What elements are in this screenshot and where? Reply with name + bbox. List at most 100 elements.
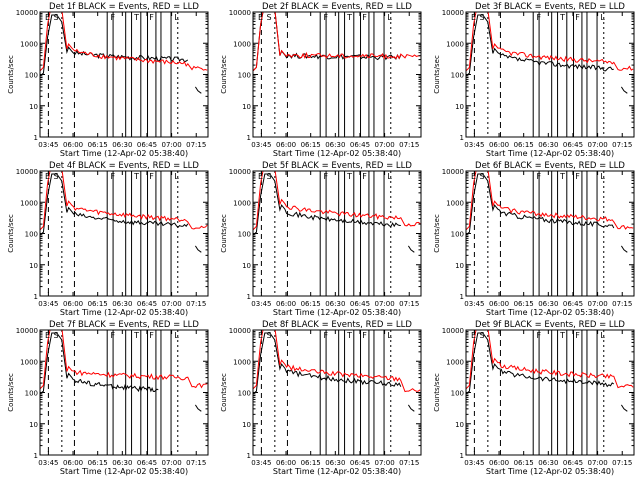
x-tick-label: 07:15 [186,141,206,149]
annotation-letter: F [575,13,580,22]
plot-frame [465,170,635,297]
x-tick-label: 07:15 [399,141,419,149]
y-tick-label: 100 [451,231,464,239]
y-tick-label: 100 [451,72,464,80]
plot-area [253,171,421,296]
annotation-letter: T [346,172,352,181]
y-tick-label: 1 [460,293,464,301]
series-events-tail [620,86,628,94]
y-tick-label: 10 [242,262,251,270]
x-tick-label: 06:30 [538,459,558,467]
y-tick-label: 10 [455,262,464,270]
annotation-letter: E [45,331,50,340]
x-tick-label: 06:15 [88,300,108,308]
annotation-letter: L [387,172,392,181]
plot-area [40,171,208,296]
x-axis-label: Start Time (12-Apr-02 05:38:40) [60,467,188,476]
x-tick-label: 03:45 [38,141,58,149]
x-tick-label: 07:15 [612,300,632,308]
series-events-tail [620,404,628,412]
annotation-letter: F [149,331,154,340]
x-axis-label: Start Time (12-Apr-02 05:38:40) [273,149,401,158]
x-tick-label: 06:30 [325,300,345,308]
annotation-letter: S [479,13,484,22]
y-tick-label: 10 [29,103,38,111]
annotation-letter: T [133,13,139,22]
series-events-tail [194,86,202,94]
plot-area [466,330,634,455]
series-events-line [466,14,614,77]
y-tick-label: 10 [29,262,38,270]
plot-frame [252,329,422,456]
x-tick-label: 06:30 [538,141,558,149]
y-tick-label: 100 [451,390,464,398]
x-tick-label: 06:15 [514,459,534,467]
plot-frame [39,11,209,138]
y-tick-label: 1 [460,134,464,142]
plot-frame [39,170,209,297]
annotation-letter: S [479,172,484,181]
x-tick-label: 06:30 [112,300,132,308]
x-tick-label: 07:15 [612,141,632,149]
series-events-line [253,173,401,236]
x-tick-label: 03:45 [464,141,484,149]
series-events-tail [407,404,415,412]
series-lld-line [40,330,208,390]
y-tick-label: 10000 [442,9,464,17]
x-tick-label: 07:00 [588,300,608,308]
x-tick-label: 03:45 [38,300,58,308]
x-tick-label: 06:30 [538,300,558,308]
x-tick-label: 07:15 [399,459,419,467]
series-events-tail [620,245,628,253]
series-events-tail [407,245,415,253]
x-tick-label: 06:00 [276,459,296,467]
annotation-letter: L [174,13,179,22]
x-axis-label: Start Time (12-Apr-02 05:38:40) [486,149,614,158]
annotation-letter: E [45,13,50,22]
y-tick-label: 1 [34,293,38,301]
y-axis-label: Counts/sec [220,373,228,412]
x-tick-label: 06:30 [325,141,345,149]
series-lld-line [253,330,421,393]
annotation-letter: S [53,331,58,340]
x-tick-label: 06:45 [350,300,370,308]
annotation-letter: F [324,13,329,22]
panel-title: Det 5f BLACK = Events, RED = LLD [262,161,412,171]
annotation-letter: F [111,331,116,340]
panel-title: Det 1f BLACK = Events, RED = LLD [49,2,199,12]
x-tick-label: 06:00 [489,459,509,467]
annotation-letter: T [346,13,352,22]
annotation-letter: F [362,13,367,22]
y-tick-label: 10000 [16,168,38,176]
annotation-letter: E [258,331,263,340]
y-tick-label: 1000 [233,358,251,366]
annotation-letter: L [600,13,605,22]
x-tick-label: 06:45 [137,141,157,149]
series-events-line [466,332,615,395]
plot-frame [465,11,635,138]
y-tick-label: 10 [242,103,251,111]
x-axis-label: Start Time (12-Apr-02 05:38:40) [60,308,188,317]
series-events-tail [194,404,202,412]
y-axis-label: Counts/sec [220,214,228,253]
y-tick-label: 1000 [446,199,464,207]
x-axis-label: Start Time (12-Apr-02 05:38:40) [60,149,188,158]
x-tick-label: 06:00 [276,300,296,308]
annotation-letter: F [362,331,367,340]
y-axis-label: Counts/sec [433,214,441,253]
x-tick-label: 07:00 [162,141,182,149]
x-tick-label: 03:45 [251,300,271,308]
annotation-letter: L [387,331,392,340]
plot-area [253,330,421,455]
annotation-letter: L [174,331,179,340]
annotation-letter: F [537,331,542,340]
panel-title: Det 4f BLACK = Events, RED = LLD [49,161,199,171]
y-tick-label: 10000 [442,327,464,335]
annotation-letter: S [479,331,484,340]
y-tick-label: 100 [238,231,251,239]
annotation-letter: L [387,13,392,22]
series-lld-line [253,12,421,72]
x-tick-label: 06:00 [276,141,296,149]
x-tick-label: 06:00 [489,141,509,149]
